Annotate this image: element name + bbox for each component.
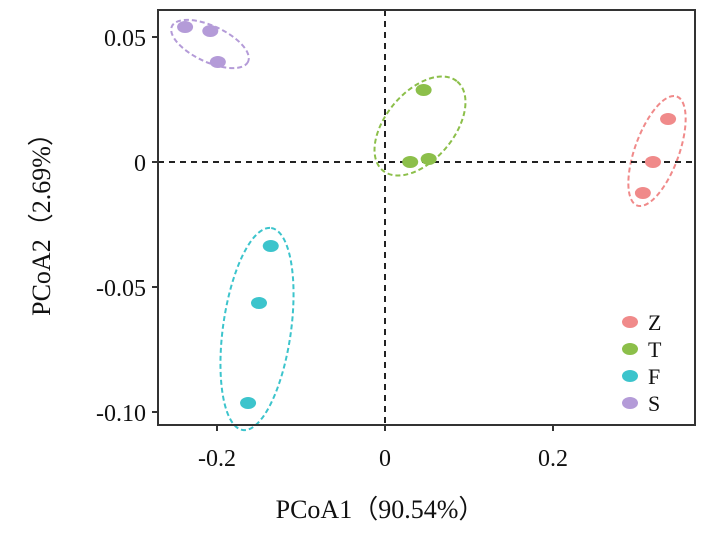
plot-frame [157,9,696,426]
group-ellipse-Z [627,94,687,208]
legend-label-S: S [648,391,660,416]
y-tick-label: -0.05 [96,276,146,302]
legend-marker-F [622,370,638,382]
data-point-T [402,156,419,168]
legend-label-Z: Z [648,310,661,335]
x-tick-label: -0.2 [198,446,236,472]
data-point-Z [644,156,661,168]
group-ellipse-T [373,75,467,177]
data-point-F [251,297,267,309]
group-ellipse-S [170,18,250,70]
legend-marker-T [622,343,638,355]
x-tick-label: 0 [379,446,391,472]
y-tick-label: -0.10 [96,401,146,427]
data-point-S [202,25,219,37]
data-point-S [177,21,194,33]
data-point-Z [660,113,677,125]
legend-label-T: T [648,337,662,362]
legend-marker-Z [622,316,638,328]
x-tick-label: 0.2 [538,446,568,472]
data-point-T [420,153,437,165]
legend-marker-S [622,397,638,409]
data-point-T [415,84,432,96]
legend-label-F: F [648,364,660,389]
data-point-F [240,397,257,409]
group-ellipse-F [219,226,295,432]
y-tick-label: 0.05 [104,26,146,52]
y-axis-label: PCoA2（2.69%） [27,120,56,316]
data-point-F [262,240,279,252]
y-tick-label: 0 [134,151,146,177]
data-point-S [209,56,226,68]
x-axis-label: PCoA1（90.54%） [276,495,485,524]
data-point-Z [634,187,651,199]
